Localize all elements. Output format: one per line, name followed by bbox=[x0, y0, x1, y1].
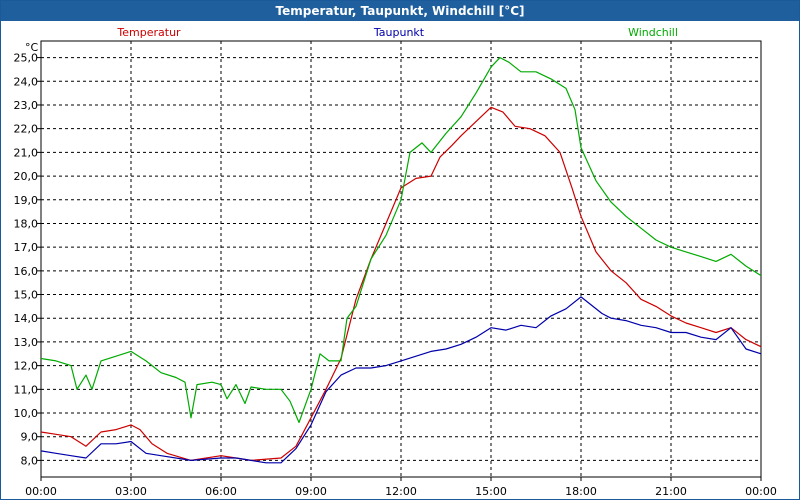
y-tick-label: 12,0 bbox=[14, 360, 39, 373]
y-tick-label: 20,0 bbox=[14, 170, 39, 183]
y-tick-label: 11,0 bbox=[14, 383, 39, 396]
y-tick-label: 21,0 bbox=[14, 146, 39, 159]
legend-entry-taupunkt: Taupunkt bbox=[373, 26, 425, 39]
y-tick-label: 13,0 bbox=[14, 336, 39, 349]
x-tick-time-label: 03:00 bbox=[115, 485, 147, 498]
y-tick-label: 25,0 bbox=[14, 52, 39, 65]
x-tick-time-label: 09:00 bbox=[295, 485, 327, 498]
y-tick-label: 14,0 bbox=[14, 312, 39, 325]
legend: Temperatur Taupunkt Windchill bbox=[116, 26, 678, 39]
x-tick-time-label: 12:00 bbox=[385, 485, 417, 498]
y-axis-unit-label: °C bbox=[25, 41, 39, 54]
y-tick-label: 22,0 bbox=[14, 123, 39, 136]
y-tick-label: 24,0 bbox=[14, 75, 39, 88]
y-tick-label: 9,0 bbox=[21, 431, 39, 444]
y-tick-label: 23,0 bbox=[14, 99, 39, 112]
x-axis: 00:0009.10.1803:0009.10.1806:0009.10.180… bbox=[25, 477, 777, 498]
x-tick-time-label: 21:00 bbox=[655, 485, 687, 498]
y-tick-label: 10,0 bbox=[14, 407, 39, 420]
y-tick-label: 19,0 bbox=[14, 194, 39, 207]
series-line-temperatur bbox=[40, 106, 762, 461]
series-line-taupunkt bbox=[40, 296, 762, 464]
x-tick-time-label: 00:00 bbox=[25, 485, 57, 498]
y-axis: °C 8,0 9,0 10,0 11,0 12,0 13,0 14,0 15,0 16,0 17,… bbox=[14, 41, 41, 467]
legend-entry-windchill: Windchill bbox=[628, 26, 678, 39]
line-chart: °C 8,0 9,0 10,0 11,0 12,0 13,0 14,0 15,0 16,0 17,… bbox=[14, 26, 777, 498]
grid-lines bbox=[41, 41, 761, 477]
y-tick-label: 8,0 bbox=[21, 454, 39, 467]
x-tick-time-label: 18:00 bbox=[565, 485, 597, 498]
y-tick-label: 18,0 bbox=[14, 217, 39, 230]
x-tick-time-label: 06:00 bbox=[205, 485, 237, 498]
y-tick-label: 16,0 bbox=[14, 265, 39, 278]
series-line-windchill bbox=[40, 57, 762, 424]
y-tick-label: 15,0 bbox=[14, 289, 39, 302]
chart-title: Temperatur, Taupunkt, Windchill [°C] bbox=[1, 1, 799, 21]
x-tick-time-label: 00:00 bbox=[745, 485, 777, 498]
y-tick-label: 17,0 bbox=[14, 241, 39, 254]
x-tick-time-label: 15:00 bbox=[475, 485, 507, 498]
legend-entry-temperatur: Temperatur bbox=[116, 26, 181, 39]
series-lines bbox=[40, 57, 762, 464]
